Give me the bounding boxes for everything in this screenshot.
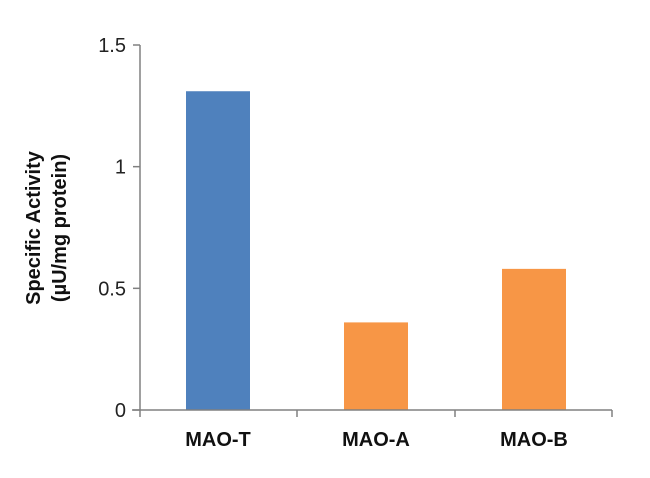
plot-area: 0 0.5 1 1.5 MAO-T MAO-A MAO-B (98, 35, 613, 451)
y-axis-title-line-2: (µU/mg protein) (49, 154, 71, 302)
y-tick-label: 1.5 (98, 35, 126, 57)
bar-mao-a (344, 322, 408, 410)
bar-mao-b (502, 268, 566, 410)
bar-mao-t (186, 91, 250, 410)
y-tick-label: 1 (115, 157, 126, 179)
y-axis-title: Specific Activity (µU/mg protein) (23, 150, 71, 305)
y-axis-title-line-1: Specific Activity (23, 150, 45, 305)
x-tick-label-mao-a: MAO-A (342, 429, 410, 451)
y-tick-label: 0 (115, 400, 126, 422)
x-tick-label-mao-b: MAO-B (500, 429, 568, 451)
x-tick-label-mao-t: MAO-T (185, 429, 251, 451)
y-tick-label: 0.5 (98, 278, 126, 300)
